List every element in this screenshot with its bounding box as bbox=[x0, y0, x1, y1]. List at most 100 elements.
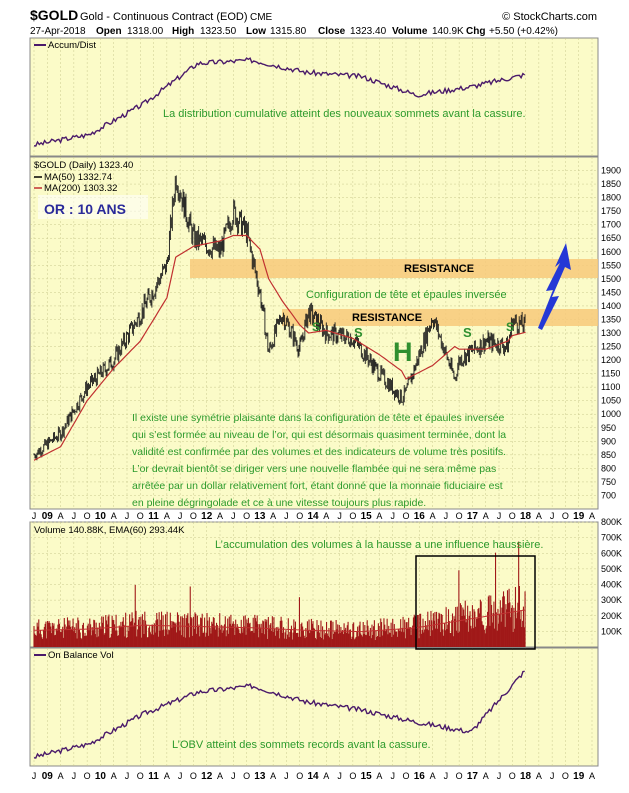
resistance-label-upper: RESISTANCE bbox=[404, 263, 474, 275]
x-tick-label: 16 bbox=[414, 771, 426, 782]
price-tick-label: 1600 bbox=[601, 247, 621, 257]
obv-annotation: L’OBV atteint des sommets records avant … bbox=[172, 739, 431, 751]
header-volume-label: Volume bbox=[392, 26, 428, 37]
x-tick-label: 14 bbox=[307, 511, 319, 522]
price-tick-label: 850 bbox=[601, 450, 616, 460]
price-tick-label: 900 bbox=[601, 436, 616, 446]
x-tick-label: O bbox=[456, 511, 463, 521]
volume-ema-line bbox=[34, 609, 526, 633]
price-tick-label: 1050 bbox=[601, 396, 621, 406]
x-tick-label: A bbox=[111, 511, 117, 521]
x-tick-label: J bbox=[497, 511, 502, 521]
x-tick-label: J bbox=[72, 771, 77, 781]
accum-dist-line bbox=[33, 57, 526, 147]
header-volume: 140.9K bbox=[432, 26, 464, 37]
x-tick-label: 15 bbox=[361, 771, 373, 782]
x-tick-label: A bbox=[58, 771, 64, 781]
header-high: 1323.50 bbox=[200, 26, 237, 37]
price-tick-label: 1800 bbox=[601, 193, 621, 203]
grid-lines bbox=[30, 38, 598, 766]
x-tick-label: A bbox=[270, 511, 276, 521]
x-tick-label: O bbox=[84, 771, 91, 781]
header-low: 1315.80 bbox=[270, 26, 307, 37]
price-bars bbox=[33, 175, 526, 461]
price-tick-label: 750 bbox=[601, 477, 616, 487]
x-tick-label: 09 bbox=[42, 771, 54, 782]
x-tick-label: O bbox=[562, 771, 569, 781]
header-chg-label: Chg bbox=[466, 26, 485, 37]
header-open: 1318.00 bbox=[127, 26, 164, 37]
volume-tick-label: 400K bbox=[601, 580, 622, 590]
commentary-line-4: L’or devrait bientôt se diriger vers une… bbox=[132, 463, 496, 475]
panel-title: OR : 10 ANS bbox=[44, 201, 126, 217]
head-label: H bbox=[393, 337, 413, 367]
shoulder-label-3: S bbox=[463, 325, 472, 340]
shoulder-label-2: S bbox=[354, 325, 363, 340]
price-tick-label: 800 bbox=[601, 463, 616, 473]
x-tick-label: 18 bbox=[520, 771, 532, 782]
x-tick-label: A bbox=[270, 771, 276, 781]
x-tick-label: O bbox=[243, 771, 250, 781]
x-tick-label: 11 bbox=[148, 511, 159, 522]
x-axis-mid: J 09 A J O 10 A J O 11 A J O 12 A J O 13 A J O 14 A J O 15 A J O 16 A J… bbox=[32, 511, 595, 522]
x-tick-label: A bbox=[483, 771, 489, 781]
x-tick-label: 17 bbox=[467, 511, 479, 522]
x-tick-label: 19 bbox=[573, 511, 585, 522]
header-date: 27-Apr-2018 bbox=[30, 26, 86, 37]
header-symbol: $GOLD bbox=[30, 7, 78, 23]
x-tick-label: 13 bbox=[254, 511, 266, 522]
x-tick-label: J bbox=[72, 511, 77, 521]
x-tick-label: A bbox=[323, 511, 329, 521]
price-tick-label: 1500 bbox=[601, 274, 621, 284]
price-legend-title: $GOLD (Daily) 1323.40 bbox=[34, 160, 133, 171]
x-tick-label: J bbox=[337, 511, 342, 521]
header-high-label: High bbox=[172, 26, 194, 37]
volume-tick-label: 600K bbox=[601, 548, 622, 558]
commentary: Il existe une symétrie plaisante dans la… bbox=[132, 412, 506, 509]
x-tick-label: A bbox=[376, 511, 382, 521]
x-tick-label: O bbox=[349, 511, 356, 521]
x-tick-label: A bbox=[164, 511, 170, 521]
x-tick-label: A bbox=[536, 771, 542, 781]
header-close-label: Close bbox=[318, 26, 346, 37]
x-tick-label: 16 bbox=[414, 511, 426, 522]
x-tick-label: 09 bbox=[42, 511, 54, 522]
x-tick-label: 13 bbox=[254, 771, 266, 782]
volume-highlight-box bbox=[415, 555, 536, 650]
x-tick-label: A bbox=[164, 771, 170, 781]
x-tick-label: O bbox=[296, 511, 303, 521]
x-tick-label: A bbox=[430, 771, 436, 781]
header-chg: +5.50 (+0.42%) bbox=[489, 26, 558, 37]
x-tick-label: A bbox=[589, 511, 595, 521]
x-tick-label: J bbox=[178, 511, 183, 521]
x-tick-label: J bbox=[337, 771, 342, 781]
price-tick-label: 1850 bbox=[601, 179, 621, 189]
volume-tick-label: 100K bbox=[601, 626, 622, 636]
x-tick-label: 18 bbox=[520, 511, 532, 522]
acc-panel-bg bbox=[29, 37, 599, 157]
shoulder-label-4: S bbox=[506, 320, 514, 334]
x-tick-label: J bbox=[444, 771, 449, 781]
volume-tick-label: 800K bbox=[601, 517, 622, 527]
x-tick-label: J bbox=[32, 511, 37, 521]
price-tick-label: 700 bbox=[601, 490, 616, 500]
x-tick-label: O bbox=[137, 511, 144, 521]
resistance-band-upper bbox=[190, 259, 598, 278]
x-tick-label: A bbox=[111, 771, 117, 781]
x-tick-label: A bbox=[217, 511, 223, 521]
x-tick-label: O bbox=[402, 771, 409, 781]
x-axis-bottom: J 09 A J O 10 A J O 11 A J O 12 A J O 13 A J O 14 A J O 15 A J O 16 A J… bbox=[32, 771, 595, 782]
price-tick-label: 1750 bbox=[601, 206, 621, 216]
obv-panel-bg bbox=[29, 647, 599, 767]
price-y-axis: 1900 1850 1800 1750 1700 1650 1600 1550 1500 1450… bbox=[601, 166, 621, 501]
volume-tick-label: 200K bbox=[601, 611, 622, 621]
resistance-label-lower: RESISTANCE bbox=[352, 312, 422, 324]
x-tick-label: J bbox=[550, 771, 555, 781]
x-tick-label: O bbox=[190, 511, 197, 521]
price-tick-label: 1900 bbox=[601, 166, 621, 176]
price-tick-label: 1000 bbox=[601, 409, 621, 419]
x-tick-label: O bbox=[456, 771, 463, 781]
acc-legend: Accum/Dist bbox=[48, 40, 96, 51]
x-tick-label: J bbox=[550, 511, 555, 521]
title-bg bbox=[38, 195, 148, 219]
